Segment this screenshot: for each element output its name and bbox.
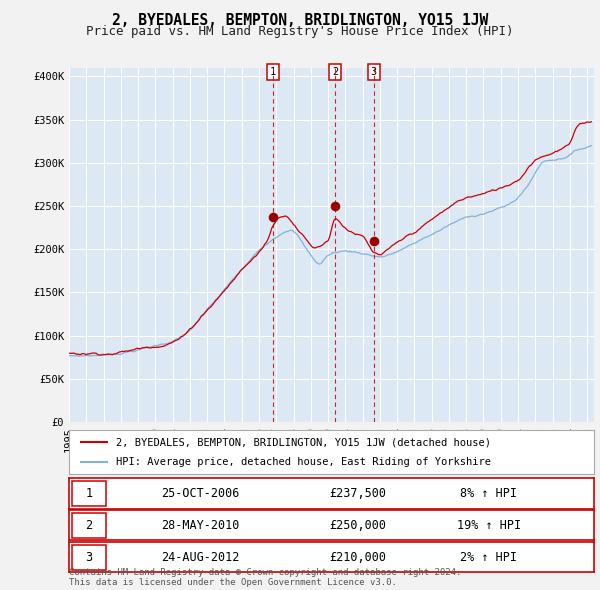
Text: £210,000: £210,000 <box>329 550 386 564</box>
Text: 2, BYEDALES, BEMPTON, BRIDLINGTON, YO15 1JW (detached house): 2, BYEDALES, BEMPTON, BRIDLINGTON, YO15 … <box>116 437 491 447</box>
Text: 2: 2 <box>332 67 338 77</box>
Text: Price paid vs. HM Land Registry's House Price Index (HPI): Price paid vs. HM Land Registry's House … <box>86 25 514 38</box>
Text: 3: 3 <box>85 550 92 564</box>
Text: Contains HM Land Registry data © Crown copyright and database right 2024.
This d: Contains HM Land Registry data © Crown c… <box>69 568 461 587</box>
Point <box>331 201 340 211</box>
Text: 2% ↑ HPI: 2% ↑ HPI <box>461 550 517 564</box>
Text: 25-OCT-2006: 25-OCT-2006 <box>161 487 239 500</box>
Text: 1: 1 <box>270 67 276 77</box>
Text: 24-AUG-2012: 24-AUG-2012 <box>161 550 239 564</box>
FancyBboxPatch shape <box>71 545 106 570</box>
FancyBboxPatch shape <box>71 513 106 538</box>
Text: £237,500: £237,500 <box>329 487 386 500</box>
Text: 2: 2 <box>85 519 92 532</box>
Text: 28-MAY-2010: 28-MAY-2010 <box>161 519 239 532</box>
Text: 19% ↑ HPI: 19% ↑ HPI <box>457 519 521 532</box>
Text: 2, BYEDALES, BEMPTON, BRIDLINGTON, YO15 1JW: 2, BYEDALES, BEMPTON, BRIDLINGTON, YO15 … <box>112 13 488 28</box>
Point <box>268 212 278 221</box>
Text: 1: 1 <box>85 487 92 500</box>
Text: HPI: Average price, detached house, East Riding of Yorkshire: HPI: Average price, detached house, East… <box>116 457 491 467</box>
Text: 3: 3 <box>371 67 377 77</box>
Point <box>369 236 379 245</box>
FancyBboxPatch shape <box>71 481 106 506</box>
Text: £250,000: £250,000 <box>329 519 386 532</box>
Text: 8% ↑ HPI: 8% ↑ HPI <box>461 487 517 500</box>
